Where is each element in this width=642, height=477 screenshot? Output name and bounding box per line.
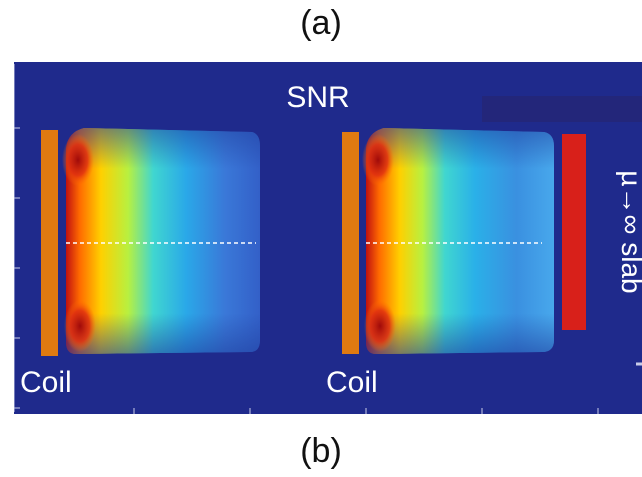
slab-label: µ→∞ slab (616, 170, 642, 293)
figure-label-b: (b) (300, 432, 342, 470)
right-coil (342, 132, 359, 354)
left-snr-field (62, 128, 260, 354)
top-right-bar (482, 96, 642, 122)
right-coil-label: Coil (326, 366, 378, 399)
snr-title: SNR (286, 81, 349, 114)
left-coil (41, 130, 58, 356)
snr-map-figure: SNR Coil Coil µ→∞ slab (14, 62, 642, 414)
figure-label-a: (a) (300, 4, 342, 42)
high-permeability-slab (562, 134, 586, 330)
axis-ticks (14, 64, 642, 414)
left-coil-label: Coil (20, 366, 72, 399)
right-snr-field (362, 128, 554, 354)
